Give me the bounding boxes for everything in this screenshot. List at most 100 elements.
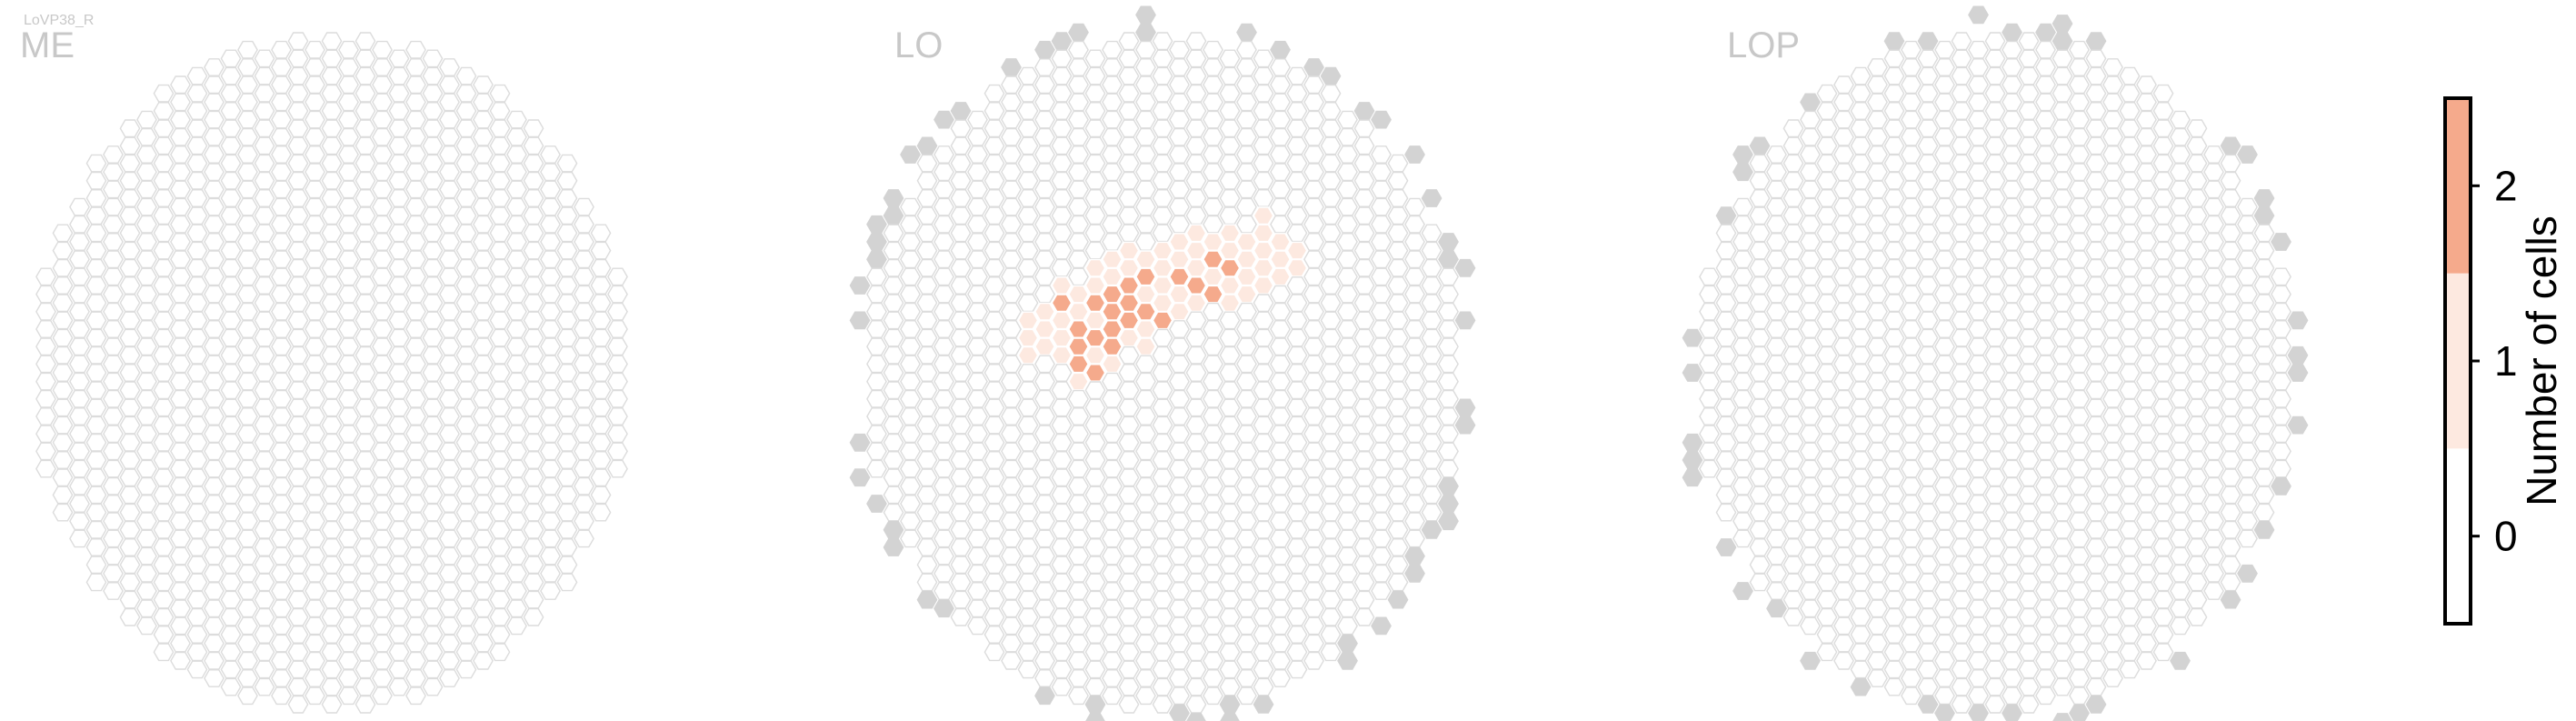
hex-cell xyxy=(1286,416,1308,435)
hex-cell xyxy=(1135,582,1156,600)
hex-cell xyxy=(590,258,612,277)
hex-cell xyxy=(237,442,258,461)
hex-cell xyxy=(2119,364,2141,382)
hex-cell xyxy=(2186,398,2208,417)
hex-cell xyxy=(2018,660,2040,679)
hex-cell xyxy=(540,564,561,583)
hex-cell xyxy=(186,154,208,173)
hex-cell xyxy=(354,206,376,225)
hex-cell xyxy=(1236,599,1257,618)
hex-cell xyxy=(220,503,242,522)
hex-cell xyxy=(1118,503,1140,522)
hex-cell xyxy=(2253,416,2275,435)
hex-cell xyxy=(1901,58,1922,76)
hex-cell xyxy=(1286,311,1308,330)
hex-cell xyxy=(2203,529,2224,548)
hex-cell xyxy=(523,433,544,452)
hex-cell xyxy=(321,206,343,225)
hex-cell xyxy=(305,285,325,304)
hex-cell-outside xyxy=(2237,145,2258,164)
hex-cell xyxy=(2152,381,2174,400)
hex-cell xyxy=(1353,258,1375,277)
hex-cell xyxy=(2253,345,2275,365)
hex-cell xyxy=(422,224,444,243)
hex-cell xyxy=(506,564,527,583)
hex-cell xyxy=(489,294,511,313)
hex-cell xyxy=(1901,529,1922,548)
hex-cell-outside xyxy=(1454,258,1476,277)
hex-cell xyxy=(136,442,157,461)
hex-cell xyxy=(1951,311,1972,330)
hex-cell xyxy=(1219,556,1241,575)
hex-cell xyxy=(1934,180,1955,199)
hex-cell xyxy=(1387,503,1409,522)
hex-cell xyxy=(170,145,191,164)
hex-cell xyxy=(556,556,578,575)
hex-cell xyxy=(338,651,359,670)
hex-cell xyxy=(2018,433,2040,452)
hex-cell xyxy=(1850,573,1872,592)
hex-cell xyxy=(2203,337,2224,356)
hex-cell xyxy=(103,495,124,513)
hex-cell xyxy=(1833,110,1854,129)
hex-cell xyxy=(1118,311,1140,330)
hex-cell xyxy=(1051,538,1073,556)
hex-cell xyxy=(2152,538,2174,556)
hex-cell xyxy=(2102,459,2123,478)
hex-cell xyxy=(254,520,275,539)
hex-cell-outside xyxy=(2287,311,2309,330)
hex-cell xyxy=(1816,102,1838,120)
hex-cell xyxy=(1034,302,1055,321)
hex-cell xyxy=(119,206,141,225)
hex-cell xyxy=(556,171,578,190)
hex-cell xyxy=(1017,503,1039,522)
hex-cell xyxy=(1286,590,1308,609)
hex-cell xyxy=(405,110,426,129)
hex-cell xyxy=(900,459,921,478)
hex-cell xyxy=(1152,206,1173,225)
hex-cell xyxy=(1152,468,1173,487)
hex-cell xyxy=(354,468,376,487)
hex-cell xyxy=(136,250,157,269)
hex-cell xyxy=(170,512,191,531)
hex-cell xyxy=(321,573,343,592)
hex-cell xyxy=(556,381,578,400)
hex-cell xyxy=(2253,451,2275,469)
hex-cell xyxy=(388,590,410,609)
hex-cell xyxy=(473,110,494,129)
hex-cell xyxy=(1404,337,1425,356)
hex-cell xyxy=(1917,643,1939,662)
hex-cell xyxy=(220,468,242,487)
hex-cell xyxy=(2186,345,2208,365)
hex-cell xyxy=(1135,425,1156,444)
hex-cell xyxy=(2220,171,2242,190)
hex-cell xyxy=(2102,389,2123,408)
hex-cell xyxy=(1732,267,1753,286)
hex-cell-outside xyxy=(1387,590,1409,609)
hex-cell xyxy=(1371,302,1392,321)
hex-cell xyxy=(1766,389,1787,408)
hex-cell xyxy=(1934,564,1955,583)
hex-cell xyxy=(967,529,988,548)
hex-cell xyxy=(1732,495,1753,513)
hex-cell xyxy=(1068,93,1089,112)
hex-cell xyxy=(1034,512,1055,531)
hex-cell xyxy=(2119,381,2141,400)
hex-cell xyxy=(506,546,527,566)
hex-cell xyxy=(1051,154,1073,173)
hex-cell xyxy=(2069,616,2090,636)
hex-cell xyxy=(2085,643,2107,662)
hex-cell xyxy=(170,320,191,338)
hex-cell xyxy=(305,75,325,95)
hex-cell xyxy=(1404,459,1425,478)
hex-cell xyxy=(321,345,343,365)
hex-cell xyxy=(1303,442,1324,461)
hex-cell xyxy=(983,503,1005,522)
hex-cell xyxy=(1253,49,1274,68)
hex-cell xyxy=(2237,215,2258,234)
hex-cell xyxy=(983,102,1005,120)
hex-cell xyxy=(69,512,90,531)
hex-cell xyxy=(2152,468,2174,487)
hex-cell xyxy=(2136,389,2157,408)
hex-cell xyxy=(1219,503,1241,522)
